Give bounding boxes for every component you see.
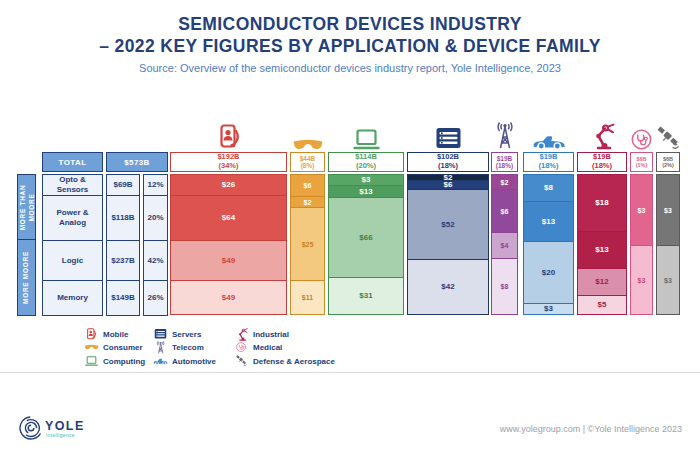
computing-icon (84, 356, 99, 366)
app-segment-servers-3: $42 (407, 259, 489, 315)
app-header-computing: $114B(20%) (328, 152, 404, 172)
legend-item-automotive: Automotive (153, 355, 216, 367)
mobile-icon (216, 124, 242, 150)
automotive-icon (153, 357, 168, 365)
family-value-1: $118B (106, 195, 140, 241)
app-segment-telecom-2: $4 (491, 232, 518, 259)
footer-divider (0, 372, 700, 373)
family-value-0: $69B (106, 174, 140, 196)
app-segment-industrial-0: $18 (577, 174, 627, 232)
app-segment-automotive-0: $8 (523, 174, 574, 202)
family-value-3: $149B (106, 280, 140, 316)
app-segment-defense-aerospace-0: $3 (656, 174, 680, 246)
family-label-3: Memory (42, 280, 103, 316)
medical-icon (234, 342, 249, 352)
legend-label: Telecom (172, 343, 204, 352)
legend-label: Industrial (253, 330, 289, 339)
yole-logo-subtext: Intelligence (46, 432, 75, 438)
legend-item-industrial: Industrial (234, 328, 289, 340)
legend-label: Automotive (172, 357, 216, 366)
infographic-page: SEMICONDUCTOR DEVICES INDUSTRY – 2022 KE… (0, 0, 700, 452)
app-header-automotive: $19B(18%) (523, 152, 574, 172)
legend-label: Computing (103, 357, 145, 366)
legend-item-mobile: Mobile (84, 328, 128, 340)
servers-icon (153, 328, 168, 340)
app-segment-industrial-3: $5 (577, 295, 627, 315)
legend-item-medical: Medical (234, 342, 282, 354)
legend-item-consumer: Consumer (84, 342, 143, 354)
app-segment-industrial-1: $13 (577, 231, 627, 269)
legend-label: Consumer (103, 343, 143, 352)
legend-label: Medical (253, 343, 282, 352)
telecom-icon (491, 120, 519, 150)
app-segment-medical-1: $3 (630, 245, 653, 315)
app-segment-automotive-2: $20 (523, 241, 574, 304)
app-segment-telecom-3: $8 (491, 258, 518, 315)
family-share-2: 42% (143, 240, 168, 281)
app-segment-medical-0: $3 (630, 174, 653, 246)
medical-icon (631, 129, 652, 150)
app-segment-mobile-3: $49 (170, 280, 287, 315)
legend-label: Defense & Aerospace (253, 357, 335, 366)
footer-credit: www.yolegroup.com | ©Yole Intelligence 2… (500, 424, 682, 434)
row-group-more-than-moore: MORE THAN MOORE (17, 174, 36, 241)
legend-label: Servers (172, 330, 201, 339)
legend-item-telecom: Telecom (153, 342, 204, 354)
app-segment-telecom-1: $6 (491, 189, 518, 233)
family-share-3: 26% (143, 280, 168, 316)
servers-icon (435, 126, 462, 150)
mobile-icon (84, 328, 99, 341)
row-group-more-moore: MORE MOORE (17, 239, 36, 316)
app-segment-mobile-1: $64 (170, 195, 287, 241)
telecom-icon (153, 340, 168, 354)
automotive-icon (532, 133, 566, 150)
family-share-0: 12% (143, 174, 168, 196)
legend-label: Mobile (103, 330, 128, 339)
family-share-1: 20% (143, 195, 168, 241)
row-group-label: MORE MOORE (17, 240, 36, 315)
computing-icon (353, 129, 380, 150)
industrial-icon (590, 123, 615, 150)
family-label-2: Logic (42, 240, 103, 281)
yole-logo-icon (19, 416, 43, 440)
app-segment-consumer-0: $6 (290, 174, 325, 197)
app-segment-consumer-2: $25 (290, 207, 325, 281)
app-segment-mobile-2: $49 (170, 240, 287, 281)
family-value-2: $237B (106, 240, 140, 281)
app-segment-mobile-0: $26 (170, 174, 287, 196)
app-header-industrial: $19B(18%) (577, 152, 627, 172)
app-segment-consumer-3: $11 (290, 280, 325, 315)
app-header-servers: $102B(18%) (407, 152, 489, 172)
total-value-cell: $573B (106, 152, 168, 172)
app-segment-automotive-3: $3 (523, 303, 574, 315)
row-group-label: MORE THAN MOORE (17, 175, 36, 241)
family-label-0: Opto &Sensors (42, 174, 103, 196)
app-header-mobile: $192B(34%) (170, 152, 287, 172)
app-header-medical: $6B(1%) (630, 152, 653, 172)
consumer-icon (84, 344, 99, 350)
app-header-consumer: $44B(8%) (290, 152, 325, 172)
app-header-telecom: $19B(18%) (491, 152, 518, 172)
chart: TOTAL$573B MORE THAN MOOREMORE MOORE Opto … (0, 0, 700, 452)
legend-item-servers: Servers (153, 328, 201, 340)
yole-logo-text: YOLE (45, 419, 85, 433)
app-segment-computing-3: $31 (328, 277, 404, 315)
legend-item-computing: Computing (84, 355, 145, 367)
total-label-cell: TOTAL (42, 152, 103, 172)
app-segment-industrial-2: $12 (577, 268, 627, 296)
app-segment-defense-aerospace-1: $3 (656, 245, 680, 315)
family-label-1: Power &Analog (42, 195, 103, 241)
app-segment-automotive-1: $13 (523, 201, 574, 242)
app-segment-telecom-0: $2 (491, 174, 518, 190)
app-segment-servers-2: $52 (407, 189, 489, 260)
industrial-icon (234, 328, 249, 341)
app-segment-computing-2: $66 (328, 197, 404, 278)
consumer-icon (292, 137, 324, 150)
defense-icon (234, 355, 249, 367)
app-header-defense-aerospace: $6B(2%) (656, 152, 680, 172)
legend-item-defense-aerospace: Defense & Aerospace (234, 355, 335, 367)
defense-icon (655, 126, 682, 150)
